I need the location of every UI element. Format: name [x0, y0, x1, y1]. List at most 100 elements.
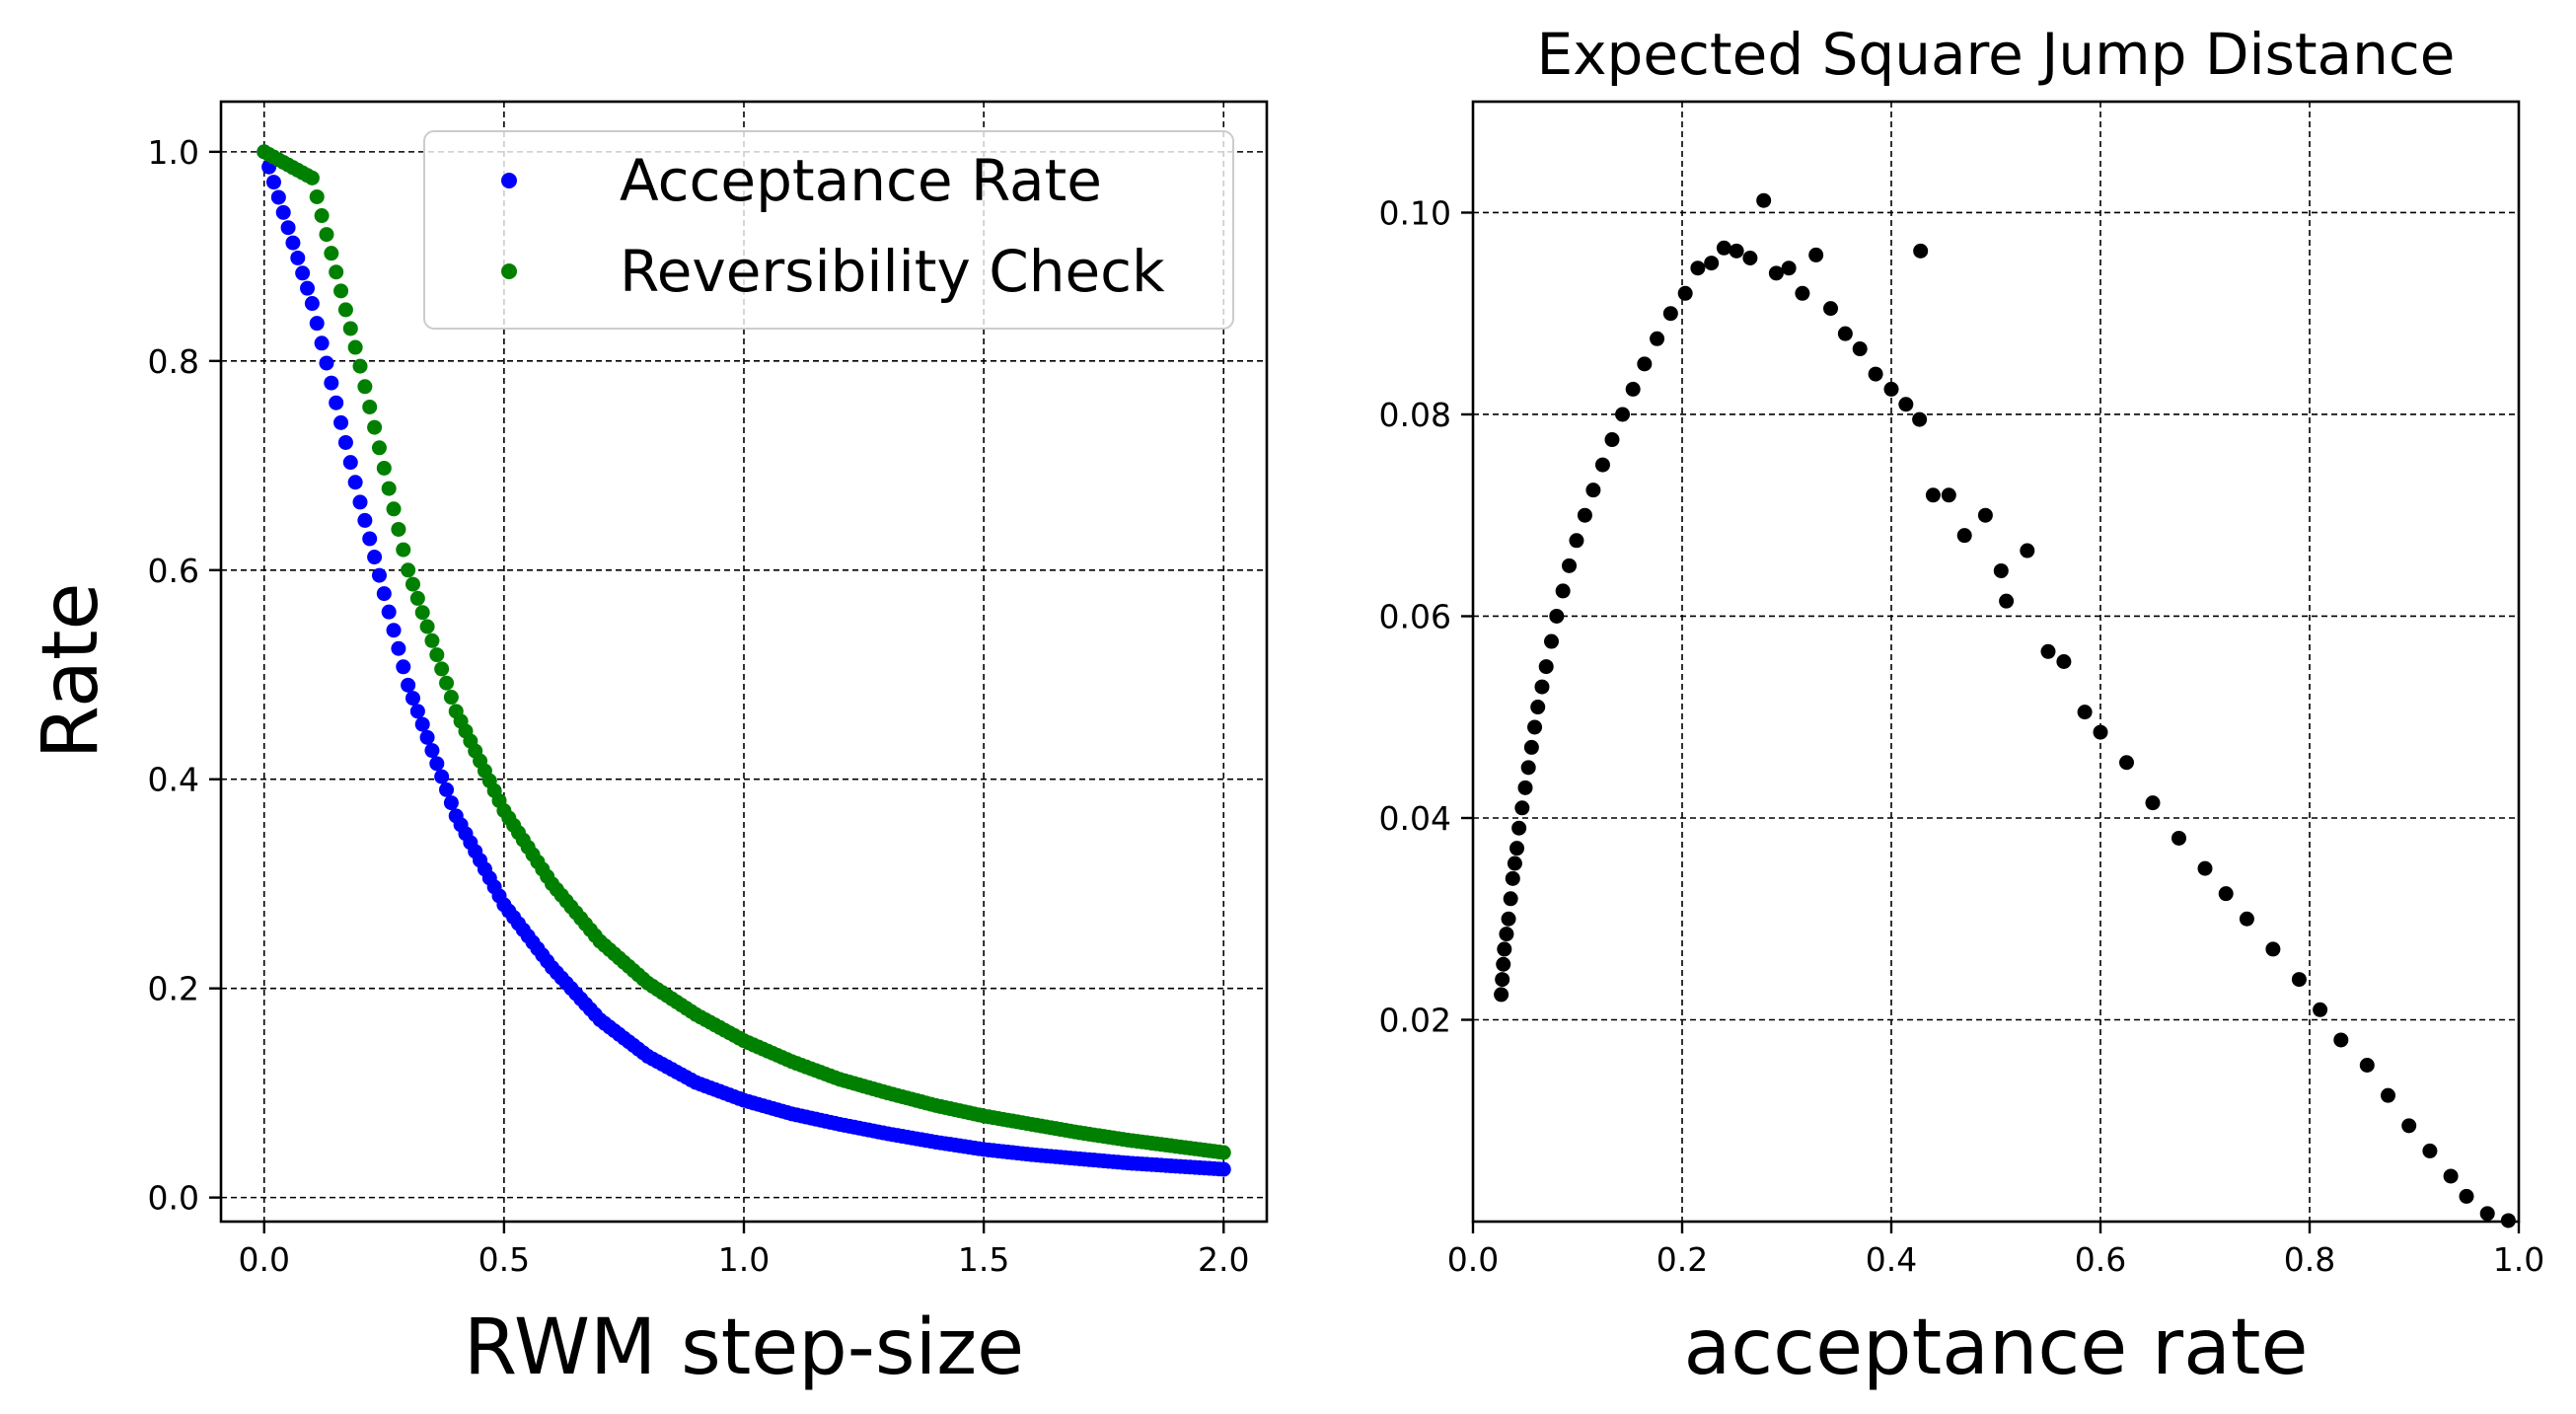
data-point	[1520, 760, 1536, 776]
data-point	[2422, 1143, 2438, 1158]
data-point	[1977, 507, 1993, 523]
data-point	[1704, 256, 1720, 271]
x-tick-label: 1.0	[718, 1240, 770, 1279]
data-point	[371, 440, 387, 456]
data-point	[1913, 243, 1929, 259]
data-point	[347, 339, 363, 355]
data-point	[304, 296, 320, 312]
data-point	[401, 677, 416, 693]
data-point	[1503, 891, 1518, 907]
data-point	[443, 690, 459, 706]
data-point	[1837, 326, 1853, 341]
data-point	[1501, 911, 1516, 927]
data-point	[1999, 593, 2015, 609]
data-point	[1868, 366, 1883, 382]
data-point	[396, 659, 411, 675]
data-point	[1523, 739, 1539, 755]
data-point	[1756, 192, 1772, 208]
x-tick-label: 2.0	[1198, 1240, 1249, 1279]
data-point	[319, 355, 334, 371]
data-point	[1898, 397, 1914, 412]
data-point	[1604, 432, 1620, 448]
data-point	[280, 220, 296, 236]
data-point	[304, 170, 320, 186]
data-point	[1549, 608, 1565, 624]
data-point	[2313, 1002, 2328, 1017]
data-point	[396, 542, 411, 558]
data-point	[391, 640, 406, 656]
data-point	[270, 189, 286, 205]
data-point	[1511, 820, 1527, 836]
y-tick-label: 0.6	[148, 552, 199, 590]
data-point	[1637, 356, 1653, 372]
data-point	[2020, 543, 2035, 558]
data-point	[1517, 780, 1533, 795]
data-point	[347, 475, 363, 490]
data-point	[265, 175, 281, 190]
data-point	[2218, 886, 2234, 902]
data-point	[419, 619, 435, 634]
y-axis-label: Rate	[27, 583, 115, 760]
legend-marker-acceptance-rate	[501, 173, 517, 188]
data-point	[1742, 250, 1758, 265]
y-tick-label: 0.08	[1379, 396, 1451, 434]
data-point	[409, 590, 425, 606]
data-point	[1534, 679, 1550, 695]
data-point	[300, 280, 316, 296]
y-tick-label: 0.04	[1379, 799, 1451, 838]
x-tick-label: 0.0	[1447, 1240, 1499, 1279]
y-tick-label: 0.0	[148, 1179, 199, 1218]
data-point	[1690, 260, 1706, 276]
x-tick-label: 0.4	[1866, 1240, 1917, 1279]
data-point	[424, 633, 440, 648]
data-point	[1795, 285, 1810, 301]
data-point	[1530, 700, 1546, 715]
data-point	[1823, 301, 1839, 317]
data-point	[1625, 381, 1641, 397]
data-point	[439, 781, 455, 797]
data-point	[2401, 1118, 2417, 1134]
data-point	[1993, 562, 2009, 578]
data-point	[1497, 941, 1512, 957]
data-point	[1585, 483, 1601, 498]
data-point	[1883, 381, 1899, 397]
data-point	[314, 208, 330, 224]
data-point	[329, 264, 344, 280]
data-point	[314, 335, 330, 351]
data-point	[1594, 457, 1610, 473]
step-size-panel: 0.0 0.5 1.0 1.5 2.0 0.0 0.2 0.4 0.6 0.8 1.0 RWM st…	[27, 100, 1269, 1392]
data-point	[337, 302, 353, 318]
data-point	[371, 567, 387, 583]
data-point	[1544, 633, 1559, 649]
data-point	[1496, 956, 1511, 972]
tick-marks: 0.0 0.2 0.4 0.6 0.8 1.0 0.02 0.04 0.06 0.08 0.10	[1379, 193, 2545, 1279]
data-marks	[257, 144, 1231, 1177]
data-point	[275, 204, 291, 220]
data-point	[333, 283, 349, 299]
data-point	[419, 729, 435, 745]
legend-label-reversibility-check: Reversibility Check	[620, 238, 1165, 305]
data-point	[2119, 755, 2134, 771]
data-point	[1577, 507, 1592, 523]
data-point	[2077, 705, 2093, 720]
data-point	[1495, 972, 1510, 988]
legend-label-acceptance-rate: Acceptance Rate	[620, 147, 1102, 214]
data-marks	[1494, 192, 2516, 1228]
data-point	[342, 321, 358, 336]
data-point	[324, 375, 339, 391]
data-point	[381, 481, 397, 496]
data-point	[342, 455, 358, 471]
data-point	[1509, 841, 1525, 856]
data-point	[443, 795, 459, 811]
data-point	[324, 246, 339, 261]
data-point	[362, 399, 378, 414]
data-point	[367, 550, 383, 565]
data-point	[429, 756, 445, 772]
x-tick-label: 0.2	[1656, 1240, 1708, 1279]
data-point	[439, 675, 455, 691]
data-point	[1569, 533, 1584, 549]
data-point	[285, 235, 301, 251]
x-tick-label: 1.0	[2493, 1240, 2544, 1279]
data-point	[1808, 247, 1824, 262]
data-point	[329, 395, 344, 410]
